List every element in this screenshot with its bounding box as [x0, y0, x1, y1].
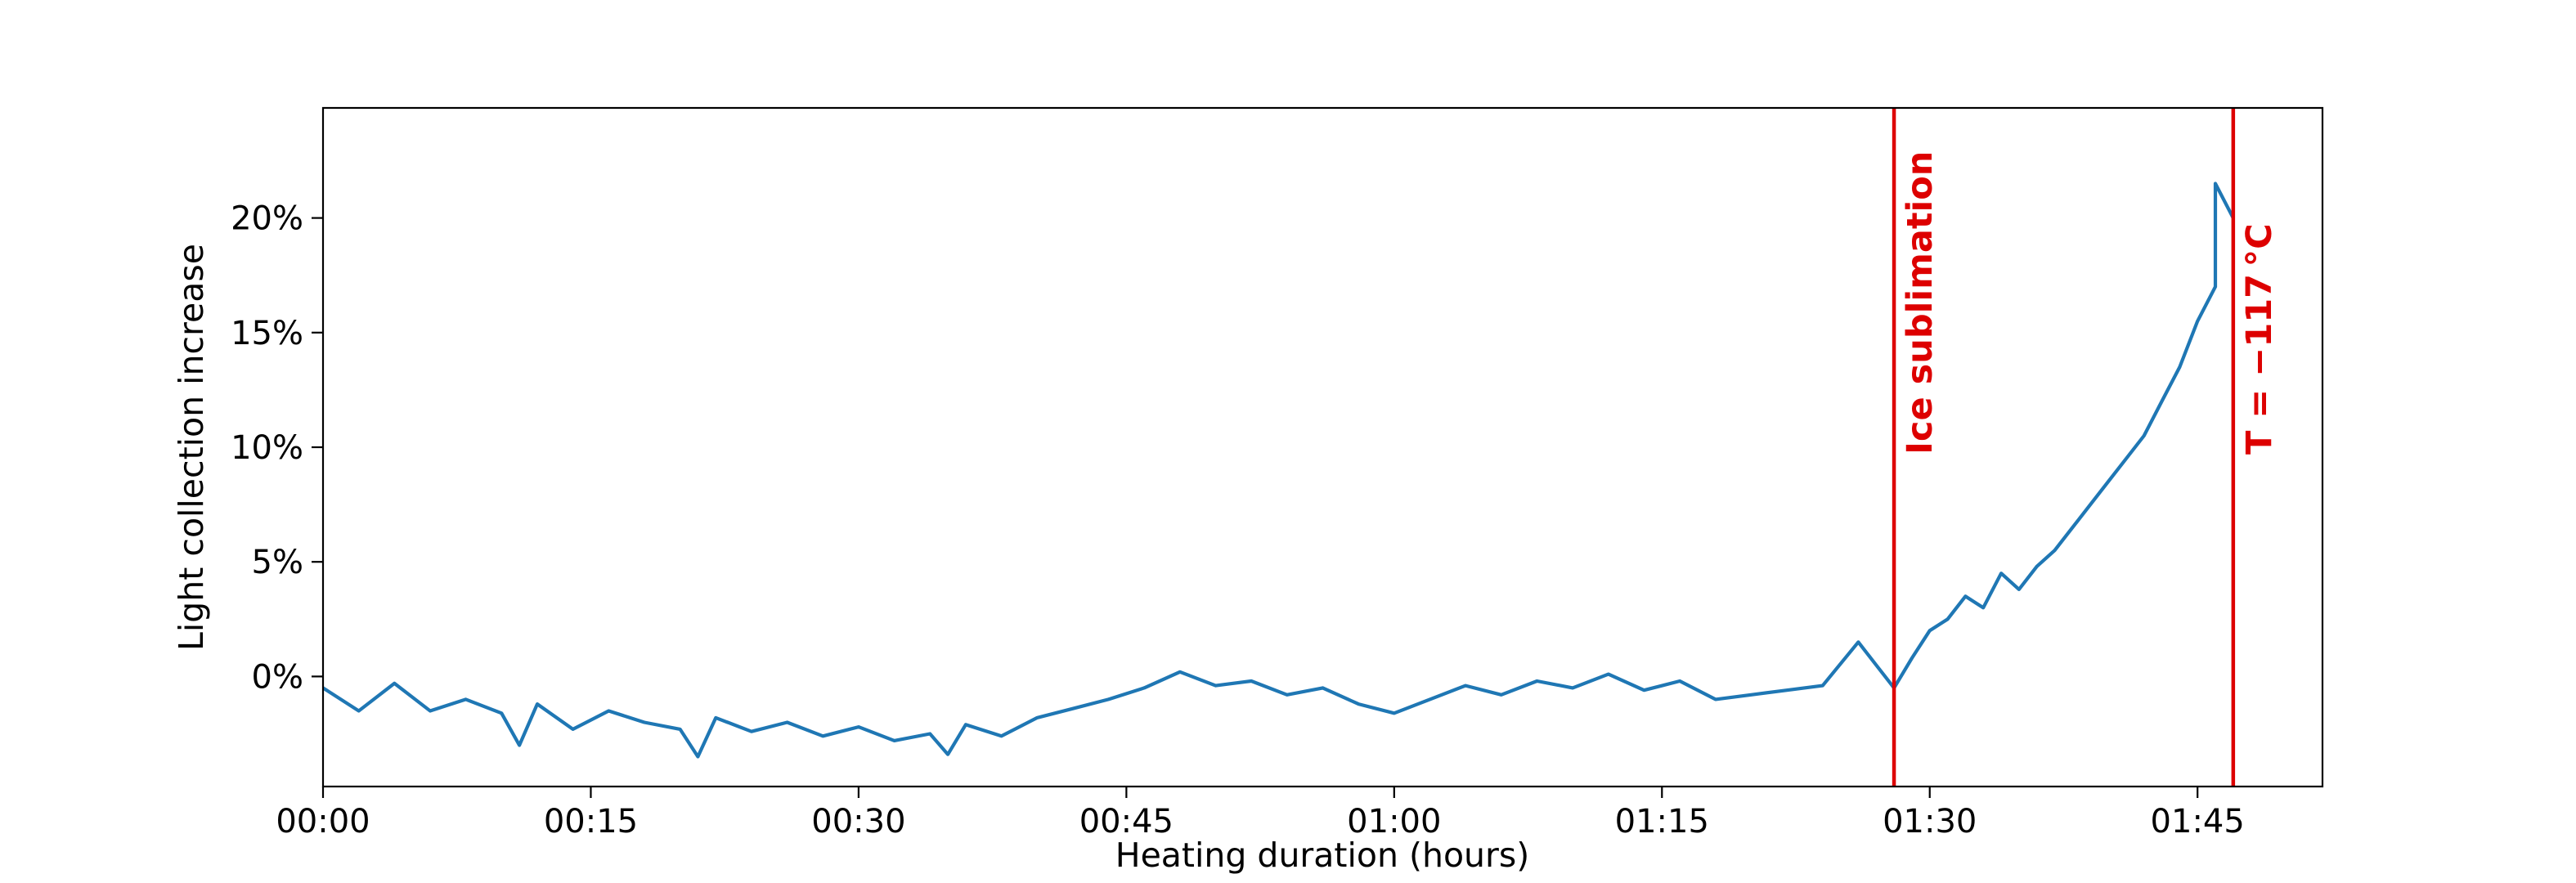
series-layer — [321, 182, 2235, 759]
y-axis: 0% 5% 10% 15% 20% — [231, 200, 323, 696]
y-tick-label-1: 5% — [252, 544, 303, 581]
x-tick-label-3: 00:45 — [1079, 803, 1174, 840]
x-tick-label-0: 00:00 — [276, 803, 370, 840]
x-tick-label-2: 00:30 — [811, 803, 905, 840]
y-tick-label-4: 20% — [231, 200, 303, 238]
plot-frame — [321, 106, 2324, 788]
series-line-0 — [321, 182, 2235, 759]
x-axis: 00:00 00:15 00:30 00:45 01:00 01:15 01:30 01:45 — [276, 787, 2245, 840]
y-tick-label-2: 10% — [231, 429, 303, 467]
x-axis-title: Heating duration (hours) — [1115, 836, 1530, 875]
x-tick-label-7: 01:45 — [2151, 803, 2245, 840]
y-axis-title: Light collection increase — [172, 244, 211, 651]
x-tick-label-6: 01:30 — [1883, 803, 1977, 840]
y-tick-label-3: 15% — [231, 315, 303, 352]
x-tick-label-1: 00:15 — [544, 803, 638, 840]
annotation-label-1: T = −117 °C — [2239, 223, 2280, 455]
x-tick-label-5: 01:15 — [1615, 803, 1709, 840]
x-tick-label-4: 01:00 — [1347, 803, 1441, 840]
annotation-label-0: Ice sublimation — [1900, 151, 1941, 455]
y-tick-label-0: 0% — [252, 658, 303, 696]
annotation-layer: Ice sublimation T = −117 °C — [1892, 108, 2280, 787]
